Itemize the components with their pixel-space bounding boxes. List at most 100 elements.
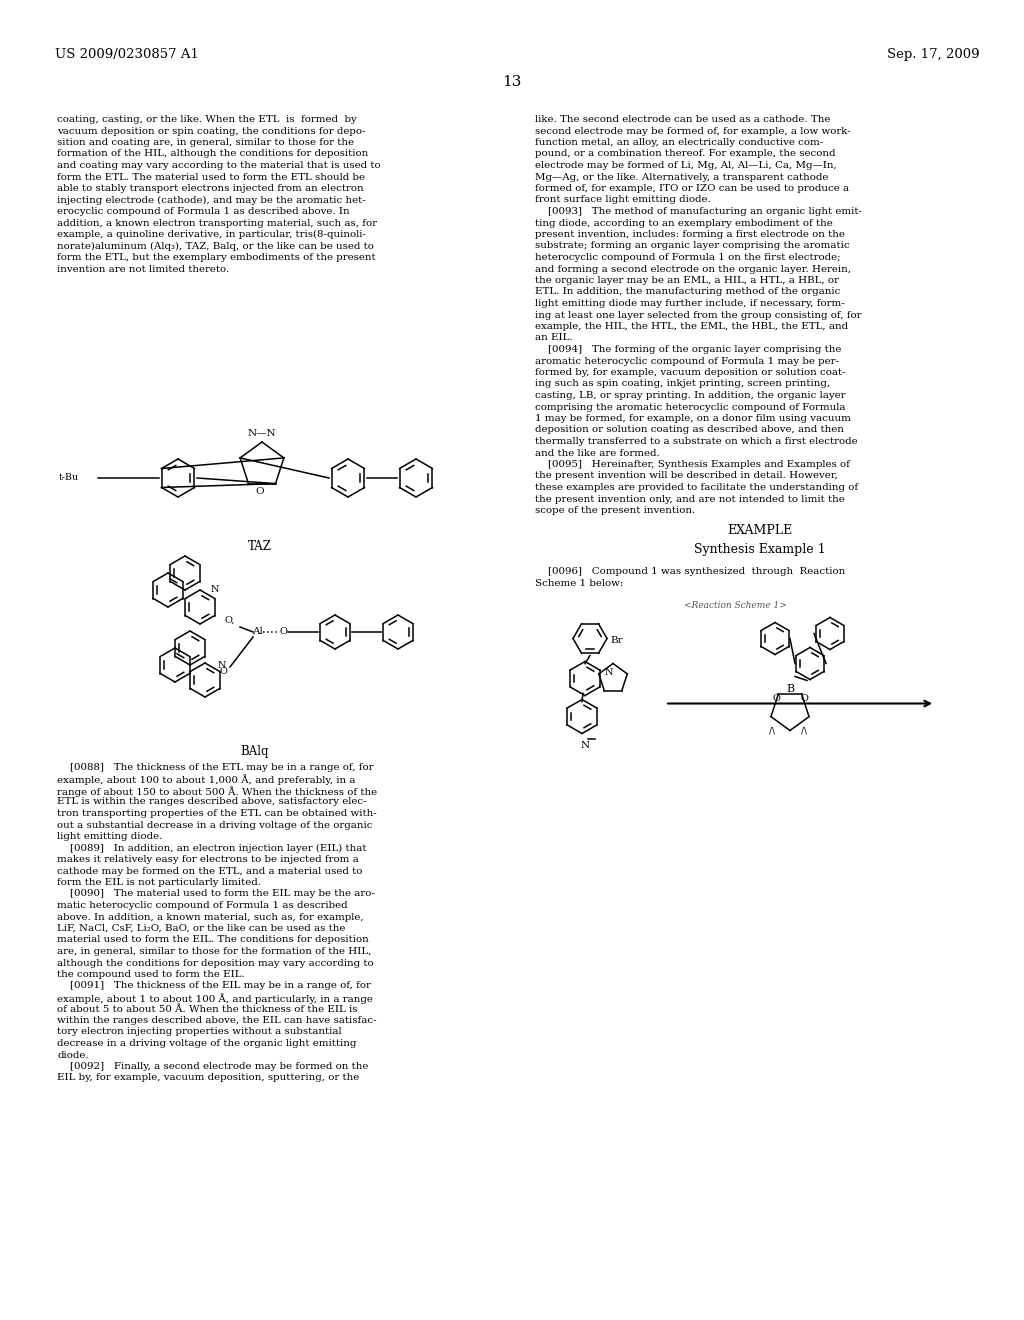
- Text: matic heterocyclic compound of Formula 1 as described: matic heterocyclic compound of Formula 1…: [57, 902, 347, 909]
- Text: Sep. 17, 2009: Sep. 17, 2009: [888, 48, 980, 61]
- Text: [0088]   The thickness of the ETL may be in a range of, for: [0088] The thickness of the ETL may be i…: [57, 763, 374, 772]
- Text: form the ETL. The material used to form the ETL should be: form the ETL. The material used to form …: [57, 173, 365, 181]
- Text: the organic layer may be an EML, a HIL, a HTL, a HBL, or: the organic layer may be an EML, a HIL, …: [535, 276, 839, 285]
- Text: the present invention will be described in detail. However,: the present invention will be described …: [535, 471, 838, 480]
- Text: vacuum deposition or spin coating, the conditions for depo-: vacuum deposition or spin coating, the c…: [57, 127, 366, 136]
- Text: tory electron injecting properties without a substantial: tory electron injecting properties witho…: [57, 1027, 342, 1036]
- Text: 1 may be formed, for example, on a donor film using vacuum: 1 may be formed, for example, on a donor…: [535, 414, 851, 422]
- Text: present invention, includes: forming a first electrode on the: present invention, includes: forming a f…: [535, 230, 845, 239]
- Text: material used to form the EIL. The conditions for deposition: material used to form the EIL. The condi…: [57, 936, 369, 945]
- Text: an EIL.: an EIL.: [535, 334, 572, 342]
- Text: norate)aluminum (Alq₃), TAZ, Balq, or the like can be used to: norate)aluminum (Alq₃), TAZ, Balq, or th…: [57, 242, 374, 251]
- Text: scope of the present invention.: scope of the present invention.: [535, 506, 695, 515]
- Text: /\: /\: [769, 726, 775, 735]
- Text: N: N: [605, 668, 613, 677]
- Text: like. The second electrode can be used as a cathode. The: like. The second electrode can be used a…: [535, 115, 830, 124]
- Text: decrease in a driving voltage of the organic light emitting: decrease in a driving voltage of the org…: [57, 1039, 356, 1048]
- Text: cathode may be formed on the ETL, and a material used to: cathode may be formed on the ETL, and a …: [57, 866, 362, 875]
- Text: out a substantial decrease in a driving voltage of the organic: out a substantial decrease in a driving …: [57, 821, 373, 829]
- Text: the compound used to form the EIL.: the compound used to form the EIL.: [57, 970, 245, 979]
- Text: Mg—Ag, or the like. Alternatively, a transparent cathode: Mg—Ag, or the like. Alternatively, a tra…: [535, 173, 828, 181]
- Text: casting, LB, or spray printing. In addition, the organic layer: casting, LB, or spray printing. In addit…: [535, 391, 846, 400]
- Text: tron transporting properties of the ETL can be obtained with-: tron transporting properties of the ETL …: [57, 809, 377, 818]
- Text: [0089]   In addition, an electron injection layer (EIL) that: [0089] In addition, an electron injectio…: [57, 843, 367, 853]
- Text: Br: Br: [610, 636, 623, 645]
- Text: function metal, an alloy, an electrically conductive com-: function metal, an alloy, an electricall…: [535, 139, 823, 147]
- Text: of about 5 to about 50 Å. When the thickness of the EIL is: of about 5 to about 50 Å. When the thick…: [57, 1005, 357, 1014]
- Text: [0093]   The method of manufacturing an organic light emit-: [0093] The method of manufacturing an or…: [535, 207, 862, 216]
- Text: formation of the HIL, although the conditions for deposition: formation of the HIL, although the condi…: [57, 149, 369, 158]
- Text: N: N: [581, 742, 590, 751]
- Text: B: B: [786, 684, 794, 693]
- Text: example, a quinoline derivative, in particular, tris(8-quinoli-: example, a quinoline derivative, in part…: [57, 230, 366, 239]
- Text: heterocyclic compound of Formula 1 on the first electrode;: heterocyclic compound of Formula 1 on th…: [535, 253, 841, 261]
- Text: ing at least one layer selected from the group consisting of, for: ing at least one layer selected from the…: [535, 310, 861, 319]
- Text: injecting electrode (cathode), and may be the aromatic het-: injecting electrode (cathode), and may b…: [57, 195, 366, 205]
- Text: these examples are provided to facilitate the understanding of: these examples are provided to facilitat…: [535, 483, 858, 492]
- Text: addition, a known electron transporting material, such as, for: addition, a known electron transporting …: [57, 219, 377, 227]
- Text: form the ETL, but the exemplary embodiments of the present: form the ETL, but the exemplary embodime…: [57, 253, 376, 261]
- Text: formed of, for example, ITO or IZO can be used to produce a: formed of, for example, ITO or IZO can b…: [535, 183, 849, 193]
- Text: pound, or a combination thereof. For example, the second: pound, or a combination thereof. For exa…: [535, 149, 836, 158]
- Text: [0095]   Hereinafter, Synthesis Examples and Examples of: [0095] Hereinafter, Synthesis Examples a…: [535, 459, 850, 469]
- Text: ETL. In addition, the manufacturing method of the organic: ETL. In addition, the manufacturing meth…: [535, 288, 841, 297]
- Text: example, the HIL, the HTL, the EML, the HBL, the ETL, and: example, the HIL, the HTL, the EML, the …: [535, 322, 848, 331]
- Text: substrate; forming an organic layer comprising the aromatic: substrate; forming an organic layer comp…: [535, 242, 850, 251]
- Text: makes it relatively easy for electrons to be injected from a: makes it relatively easy for electrons t…: [57, 855, 358, 865]
- Text: range of about 150 to about 500 Å. When the thickness of the: range of about 150 to about 500 Å. When …: [57, 785, 377, 797]
- Text: N: N: [211, 586, 219, 594]
- Text: O: O: [256, 487, 264, 496]
- Text: front surface light emitting diode.: front surface light emitting diode.: [535, 195, 711, 205]
- Text: [0092]   Finally, a second electrode may be formed on the: [0092] Finally, a second electrode may b…: [57, 1063, 369, 1071]
- Text: O: O: [772, 694, 780, 704]
- Text: coating, casting, or the like. When the ETL  is  formed  by: coating, casting, or the like. When the …: [57, 115, 356, 124]
- Text: light emitting diode may further include, if necessary, form-: light emitting diode may further include…: [535, 300, 845, 308]
- Text: second electrode may be formed of, for example, a low work-: second electrode may be formed of, for e…: [535, 127, 851, 136]
- Text: O,: O,: [225, 615, 236, 624]
- Text: aromatic heterocyclic compound of Formula 1 may be per-: aromatic heterocyclic compound of Formul…: [535, 356, 839, 366]
- Text: electrode may be formed of Li, Mg, Al, Al—Li, Ca, Mg—In,: electrode may be formed of Li, Mg, Al, A…: [535, 161, 837, 170]
- Text: form the EIL is not particularly limited.: form the EIL is not particularly limited…: [57, 878, 261, 887]
- Text: BAlq: BAlq: [241, 744, 269, 758]
- Text: O: O: [219, 668, 227, 676]
- Text: N: N: [218, 660, 226, 669]
- Text: within the ranges described above, the EIL can have satisfac-: within the ranges described above, the E…: [57, 1016, 377, 1026]
- Text: and forming a second electrode on the organic layer. Herein,: and forming a second electrode on the or…: [535, 264, 851, 273]
- Text: US 2009/0230857 A1: US 2009/0230857 A1: [55, 48, 199, 61]
- Text: O: O: [280, 627, 288, 636]
- Text: N—N: N—N: [248, 429, 276, 438]
- Text: ETL is within the ranges described above, satisfactory elec-: ETL is within the ranges described above…: [57, 797, 367, 807]
- Text: Scheme 1 below:: Scheme 1 below:: [535, 579, 624, 587]
- Text: sition and coating are, in general, similar to those for the: sition and coating are, in general, simi…: [57, 139, 354, 147]
- Text: comprising the aromatic heterocyclic compound of Formula: comprising the aromatic heterocyclic com…: [535, 403, 846, 412]
- Text: Synthesis Example 1: Synthesis Example 1: [694, 544, 825, 557]
- Text: TAZ: TAZ: [248, 540, 272, 553]
- Text: example, about 1 to about 100 Å, and particularly, in a range: example, about 1 to about 100 Å, and par…: [57, 993, 373, 1003]
- Text: /\: /\: [801, 726, 807, 735]
- Text: 13: 13: [503, 75, 521, 88]
- Text: deposition or solution coating as described above, and then: deposition or solution coating as descri…: [535, 425, 844, 434]
- Text: and coating may vary according to the material that is used to: and coating may vary according to the ma…: [57, 161, 381, 170]
- Text: able to stably transport electrons injected from an electron: able to stably transport electrons injec…: [57, 183, 364, 193]
- Text: <Reaction Scheme 1>: <Reaction Scheme 1>: [684, 601, 786, 610]
- Text: t-Bu: t-Bu: [59, 473, 79, 482]
- Text: example, about 100 to about 1,000 Å, and preferably, in a: example, about 100 to about 1,000 Å, and…: [57, 775, 355, 785]
- Text: LiF, NaCl, CsF, Li₂O, BaO, or the like can be used as the: LiF, NaCl, CsF, Li₂O, BaO, or the like c…: [57, 924, 345, 933]
- Text: formed by, for example, vacuum deposition or solution coat-: formed by, for example, vacuum depositio…: [535, 368, 846, 378]
- Text: although the conditions for deposition may vary according to: although the conditions for deposition m…: [57, 958, 374, 968]
- Text: invention are not limited thereto.: invention are not limited thereto.: [57, 264, 229, 273]
- Text: [0096]   Compound 1 was synthesized  through  Reaction: [0096] Compound 1 was synthesized throug…: [535, 568, 845, 577]
- Text: thermally transferred to a substrate on which a first electrode: thermally transferred to a substrate on …: [535, 437, 858, 446]
- Text: [0091]   The thickness of the EIL may be in a range of, for: [0091] The thickness of the EIL may be i…: [57, 982, 371, 990]
- Text: Al: Al: [253, 627, 263, 636]
- Text: are, in general, similar to those for the formation of the HIL,: are, in general, similar to those for th…: [57, 946, 372, 956]
- Text: ing such as spin coating, inkjet printing, screen printing,: ing such as spin coating, inkjet printin…: [535, 380, 830, 388]
- Text: light emitting diode.: light emitting diode.: [57, 832, 163, 841]
- Text: EXAMPLE: EXAMPLE: [727, 524, 793, 536]
- Text: EIL by, for example, vacuum deposition, sputtering, or the: EIL by, for example, vacuum deposition, …: [57, 1073, 359, 1082]
- Text: [0094]   The forming of the organic layer comprising the: [0094] The forming of the organic layer …: [535, 345, 842, 354]
- Text: diode.: diode.: [57, 1051, 89, 1060]
- Text: and the like are formed.: and the like are formed.: [535, 449, 659, 458]
- Text: above. In addition, a known material, such as, for example,: above. In addition, a known material, su…: [57, 912, 364, 921]
- Text: the present invention only, and are not intended to limit the: the present invention only, and are not …: [535, 495, 845, 503]
